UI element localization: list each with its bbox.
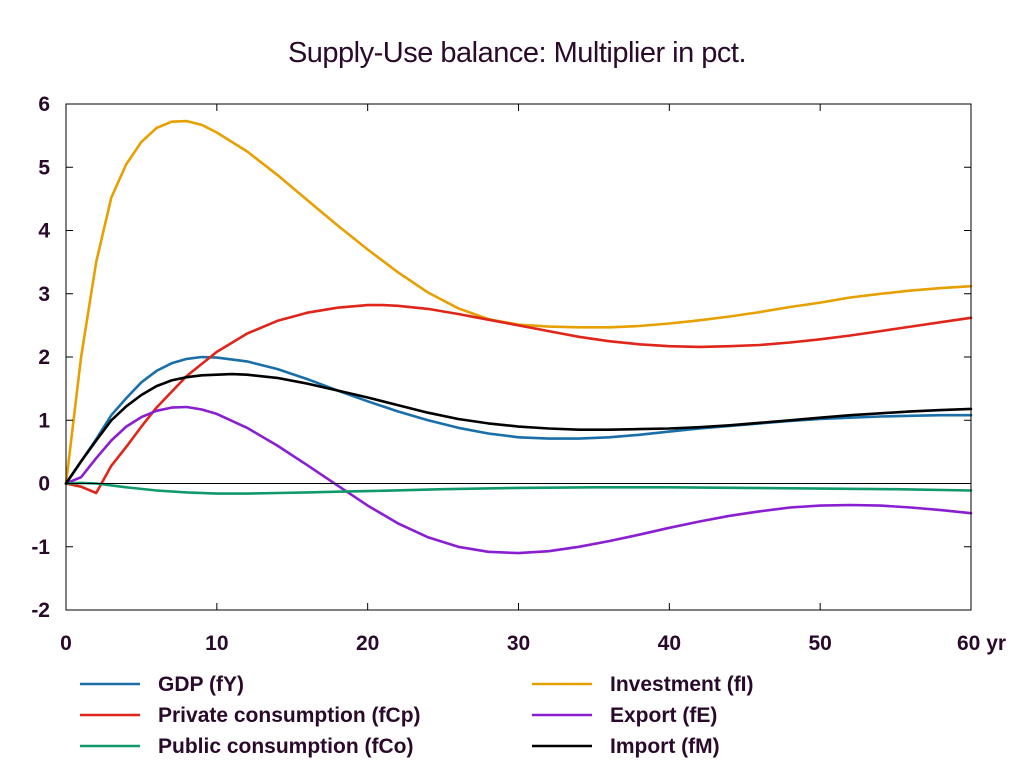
chart-title: Supply-Use balance: Multiplier in pct. (288, 37, 746, 69)
series-line-2 (64, 303, 973, 495)
legend: GDP (fY) Investment (fI) Private consumpti… (80, 673, 754, 758)
series-line-5 (64, 372, 973, 485)
y-tick-label: 5 (38, 156, 50, 179)
series-line-4 (64, 481, 973, 495)
axes: -2 -1 0 1 2 3 4 5 6 0 10 20 30 40 50 60 yr (31, 93, 1006, 655)
y-tick-label: 2 (38, 346, 50, 369)
legend-label: Private consumption (fCp) (158, 704, 421, 727)
y-tick-label: 3 (38, 283, 50, 306)
x-tick-label: 60 yr (957, 632, 1006, 655)
plot-area (64, 119, 973, 555)
x-tick-label: 30 (507, 632, 530, 655)
legend-label: Export (fE) (610, 704, 717, 727)
legend-item: Investment (fI) (532, 673, 754, 696)
legend-item: Export (fE) (532, 704, 717, 727)
x-tick-label: 40 (658, 632, 681, 655)
legend-item: Private consumption (fCp) (80, 704, 421, 727)
legend-label: GDP (fY) (158, 673, 244, 696)
legend-label: Import (fM) (610, 735, 720, 758)
legend-label: Public consumption (fCo) (158, 735, 413, 758)
y-tick-label: 6 (38, 93, 50, 116)
y-tick-label: -2 (31, 599, 50, 622)
legend-item: GDP (fY) (80, 673, 244, 696)
series-line-3 (64, 405, 973, 555)
y-tick-label: -1 (31, 536, 50, 559)
legend-label: Investment (fI) (610, 673, 754, 696)
y-tick-label: 1 (38, 409, 50, 432)
legend-item: Import (fM) (532, 735, 720, 758)
y-tick-label: 0 (38, 473, 50, 496)
x-tick-label: 20 (356, 632, 379, 655)
legend-item: Public consumption (fCo) (80, 735, 413, 758)
y-tick-label: 4 (38, 220, 50, 243)
x-tick-label: 0 (60, 632, 72, 655)
x-tick-label: 50 (808, 632, 831, 655)
series-line-1 (64, 119, 973, 485)
x-tick-label: 10 (205, 632, 228, 655)
